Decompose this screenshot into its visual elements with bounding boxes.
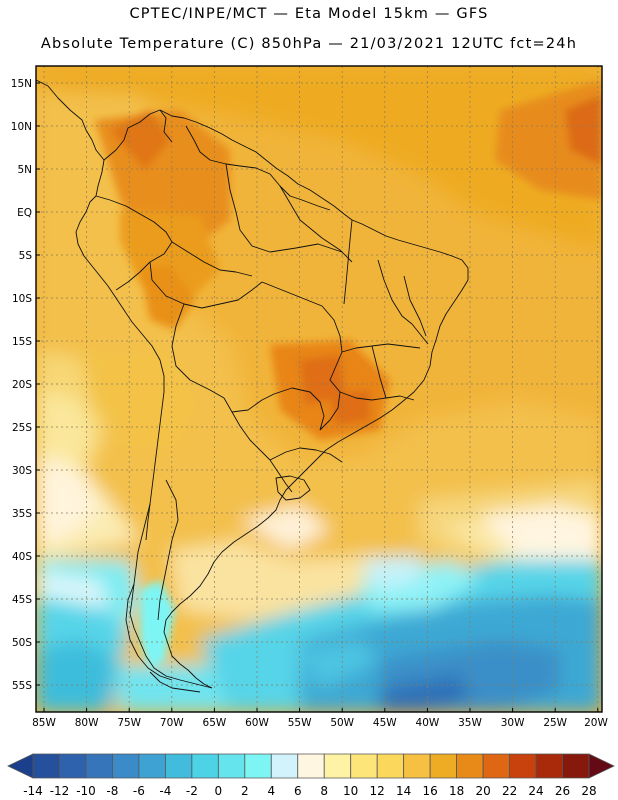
lat-label: EQ bbox=[17, 207, 32, 219]
lat-label: 10N bbox=[11, 121, 32, 133]
colorbar-label: -6 bbox=[133, 784, 145, 798]
lat-label: 45S bbox=[12, 594, 32, 606]
colorbar-cell bbox=[482, 753, 510, 779]
lat-label: 10S bbox=[12, 293, 32, 305]
lat-label: 5N bbox=[17, 164, 32, 176]
colorbar-cells bbox=[7, 753, 615, 779]
colorbar-cell bbox=[376, 753, 405, 779]
colorbar-cell bbox=[164, 753, 193, 779]
lon-label: 80W bbox=[75, 717, 99, 729]
colorbar-cell bbox=[429, 753, 458, 779]
lat-label: 40S bbox=[12, 551, 32, 563]
colorbar-label: 28 bbox=[581, 784, 596, 798]
ticks-and-labels: 15N 10N 5N EQ 5S 10S 15S 20S 25S 30S 35S… bbox=[11, 65, 608, 729]
lon-label: 35W bbox=[458, 717, 482, 729]
colorbar-cell bbox=[85, 753, 113, 779]
colorbar-label: 16 bbox=[422, 784, 437, 798]
colorbar-cell bbox=[350, 753, 378, 779]
lon-label: 40W bbox=[416, 717, 440, 729]
lat-label: 5S bbox=[19, 250, 33, 262]
colorbar-cell bbox=[562, 753, 590, 779]
colorbar-label: 24 bbox=[528, 784, 543, 798]
colorbar-cell bbox=[403, 753, 431, 779]
colorbar-label: 12 bbox=[370, 784, 385, 798]
graticule bbox=[36, 66, 602, 712]
colorbar-label: 18 bbox=[449, 784, 464, 798]
colorbar-label: 2 bbox=[241, 784, 249, 798]
colorbar: -14 -12 -10 -8 -6 -4 -2 0 2 4 6 8 10 12 14 16 18 20 22 24 26… bbox=[7, 753, 615, 798]
colorbar-cell bbox=[59, 753, 87, 779]
colorbar-label: 14 bbox=[396, 784, 411, 798]
colorbar-label: -10 bbox=[76, 784, 96, 798]
lon-label: 70W bbox=[160, 717, 184, 729]
colorbar-label: -14 bbox=[23, 784, 43, 798]
colorbar-cell bbox=[270, 753, 299, 779]
lat-label: 15N bbox=[11, 78, 32, 90]
lat-label: 20S bbox=[12, 379, 32, 391]
colorbar-cell bbox=[456, 753, 484, 779]
lon-label: 65W bbox=[203, 717, 227, 729]
colorbar-cell bbox=[112, 753, 140, 779]
colorbar-label: 20 bbox=[475, 784, 490, 798]
lon-label: 20W bbox=[584, 717, 608, 729]
lon-label: 50W bbox=[330, 717, 354, 729]
map-subtitle: Absolute Temperature (C) 850hPa — 21/03/… bbox=[40, 36, 578, 52]
lon-label: 45W bbox=[373, 717, 397, 729]
colorbar-label: 6 bbox=[294, 784, 302, 798]
colorbar-arrow-high bbox=[588, 753, 615, 779]
colorbar-label: 0 bbox=[214, 784, 222, 798]
colorbar-label: 10 bbox=[343, 784, 358, 798]
colorbar-label: -2 bbox=[186, 784, 198, 798]
map-title: CPTEC/INPE/MCT — Eta Model 15km — GFS bbox=[129, 6, 489, 22]
lon-label: 75W bbox=[117, 717, 141, 729]
lat-label: 30S bbox=[12, 465, 32, 477]
lat-label: 50S bbox=[12, 637, 32, 649]
colorbar-label: -4 bbox=[159, 784, 171, 798]
colorbar-cell bbox=[323, 753, 352, 779]
colorbar-label: 22 bbox=[502, 784, 517, 798]
temperature-map: 15N 10N 5N EQ 5S 10S 15S 20S 25S 30S 35S… bbox=[11, 65, 608, 729]
lat-label: 25S bbox=[12, 422, 32, 434]
coastlines-and-borders bbox=[36, 79, 469, 693]
colorbar-cell bbox=[244, 753, 272, 779]
lon-label: 25W bbox=[543, 717, 567, 729]
colorbar-cell bbox=[138, 753, 166, 779]
colorbar-label: -8 bbox=[106, 784, 118, 798]
colorbar-label: 26 bbox=[555, 784, 570, 798]
colorbar-labels: -14 -12 -10 -8 -6 -4 -2 0 2 4 6 8 10 12 14 16 18 20 22 24 26… bbox=[23, 784, 596, 798]
lon-label: 30W bbox=[501, 717, 525, 729]
lat-label: 15S bbox=[12, 336, 32, 348]
colorbar-cell bbox=[32, 753, 60, 779]
temperature-field bbox=[36, 66, 602, 712]
lat-label: 55S bbox=[12, 680, 32, 692]
lon-label: 60W bbox=[245, 717, 269, 729]
colorbar-cell bbox=[509, 753, 537, 779]
colorbar-cell bbox=[191, 753, 219, 779]
colorbar-cell bbox=[535, 753, 563, 779]
lon-label: 85W bbox=[32, 717, 56, 729]
colorbar-cell bbox=[217, 753, 246, 779]
colorbar-label: 4 bbox=[267, 784, 275, 798]
colorbar-cell bbox=[297, 753, 325, 779]
colorbar-label: 8 bbox=[320, 784, 328, 798]
lon-label: 55W bbox=[288, 717, 312, 729]
colorbar-label: -12 bbox=[50, 784, 70, 798]
lat-label: 35S bbox=[12, 508, 32, 520]
colorbar-arrow-low bbox=[7, 753, 34, 779]
